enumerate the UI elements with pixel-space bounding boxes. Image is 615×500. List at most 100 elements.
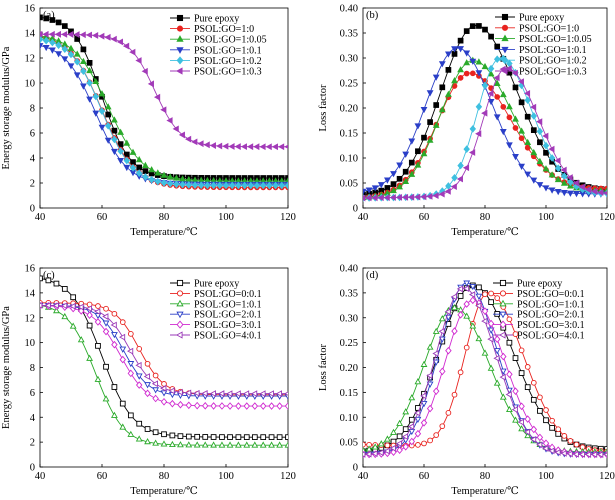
data-point	[215, 142, 223, 150]
data-point	[60, 30, 68, 38]
data-point	[110, 148, 118, 156]
legend-label: PSOL:GO=1:0.1	[519, 45, 587, 56]
data-point	[285, 434, 288, 440]
legend-marker	[500, 67, 508, 75]
data-point	[414, 378, 422, 385]
data-point	[210, 402, 217, 410]
data-point	[415, 405, 421, 411]
data-point	[172, 125, 179, 133]
data-point	[421, 134, 427, 141]
data-point	[177, 441, 184, 448]
data-point	[421, 440, 427, 447]
data-point	[457, 37, 464, 44]
data-point	[396, 183, 404, 190]
y-tick-label: 0.20	[340, 363, 358, 374]
y-tick-label: 0	[353, 463, 358, 474]
data-point	[152, 429, 159, 436]
data-point	[260, 434, 267, 440]
y-tick-label: 0.40	[340, 4, 358, 15]
data-point	[432, 327, 440, 334]
data-point	[152, 439, 160, 446]
data-point	[185, 401, 193, 410]
data-point	[253, 181, 261, 190]
data-point	[537, 139, 543, 146]
y-tick-label: 6	[30, 129, 35, 140]
data-point	[420, 418, 428, 427]
data-point	[235, 402, 242, 410]
data-point	[475, 334, 483, 342]
data-point	[222, 181, 230, 190]
data-point	[439, 84, 446, 91]
data-point	[511, 69, 518, 77]
legend-marker	[499, 299, 507, 307]
data-point	[117, 157, 125, 165]
data-point	[512, 355, 519, 361]
data-point	[227, 434, 233, 440]
data-point	[542, 141, 550, 150]
data-point	[438, 327, 445, 335]
data-point	[110, 332, 118, 339]
data-point	[129, 48, 136, 56]
data-point	[377, 194, 384, 202]
data-point	[572, 179, 579, 187]
data-point	[142, 173, 149, 181]
x-tick-label: 60	[419, 471, 430, 482]
data-point	[383, 194, 390, 202]
data-point	[201, 390, 208, 397]
legend-entry: PSOL:GO=1:0.2	[170, 56, 262, 67]
data-point	[178, 131, 185, 139]
data-point	[566, 190, 574, 197]
data-point	[566, 450, 573, 458]
y-tick-label: 0.10	[340, 413, 358, 424]
data-point	[259, 441, 267, 448]
data-point	[389, 444, 396, 452]
data-point	[542, 185, 550, 192]
x-tick-label: 40	[358, 212, 369, 223]
legend-marker	[176, 14, 184, 22]
data-point	[284, 181, 288, 190]
data-point	[363, 450, 366, 458]
data-point	[277, 143, 285, 151]
data-point	[518, 425, 526, 432]
panel-label: (a)	[43, 10, 55, 21]
data-point	[48, 47, 56, 54]
data-point	[166, 173, 174, 180]
data-point	[542, 132, 549, 140]
data-point	[499, 90, 507, 98]
data-point	[463, 300, 470, 308]
data-point	[493, 379, 501, 386]
legend-label: PSOL:GO=1:0	[519, 23, 579, 34]
y-tick-label: 0.15	[340, 129, 358, 140]
legend-marker	[501, 56, 509, 65]
y-tick-label: 14	[25, 29, 36, 40]
data-point	[530, 396, 537, 403]
data-point	[67, 31, 74, 38]
data-point	[144, 438, 151, 445]
data-point	[506, 114, 513, 121]
data-point	[482, 26, 488, 33]
data-point	[42, 36, 50, 45]
data-point	[505, 65, 512, 72]
legend-marker	[499, 311, 507, 319]
data-point	[110, 35, 117, 43]
data-point	[104, 121, 112, 130]
data-point	[92, 77, 100, 85]
data-point	[49, 38, 56, 47]
data-point	[177, 400, 184, 409]
data-point	[85, 305, 92, 313]
legend-marker	[176, 279, 184, 287]
data-point	[40, 30, 43, 38]
x-tick-label: 40	[358, 471, 369, 482]
data-point	[451, 327, 458, 335]
data-point	[487, 70, 495, 77]
data-point	[92, 92, 100, 101]
x-tick-label: 60	[97, 212, 108, 223]
data-point	[524, 431, 532, 439]
legend-marker	[501, 46, 509, 54]
data-point	[462, 164, 470, 172]
data-point	[543, 417, 549, 424]
data-point	[407, 193, 415, 201]
legend-entry: PSOL:GO=0:0.1	[493, 289, 585, 300]
data-point	[578, 183, 585, 191]
data-point	[276, 441, 284, 448]
